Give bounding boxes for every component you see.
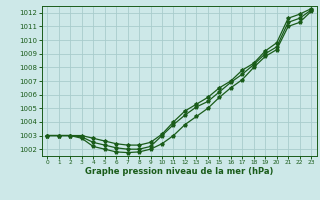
X-axis label: Graphe pression niveau de la mer (hPa): Graphe pression niveau de la mer (hPa)	[85, 167, 273, 176]
